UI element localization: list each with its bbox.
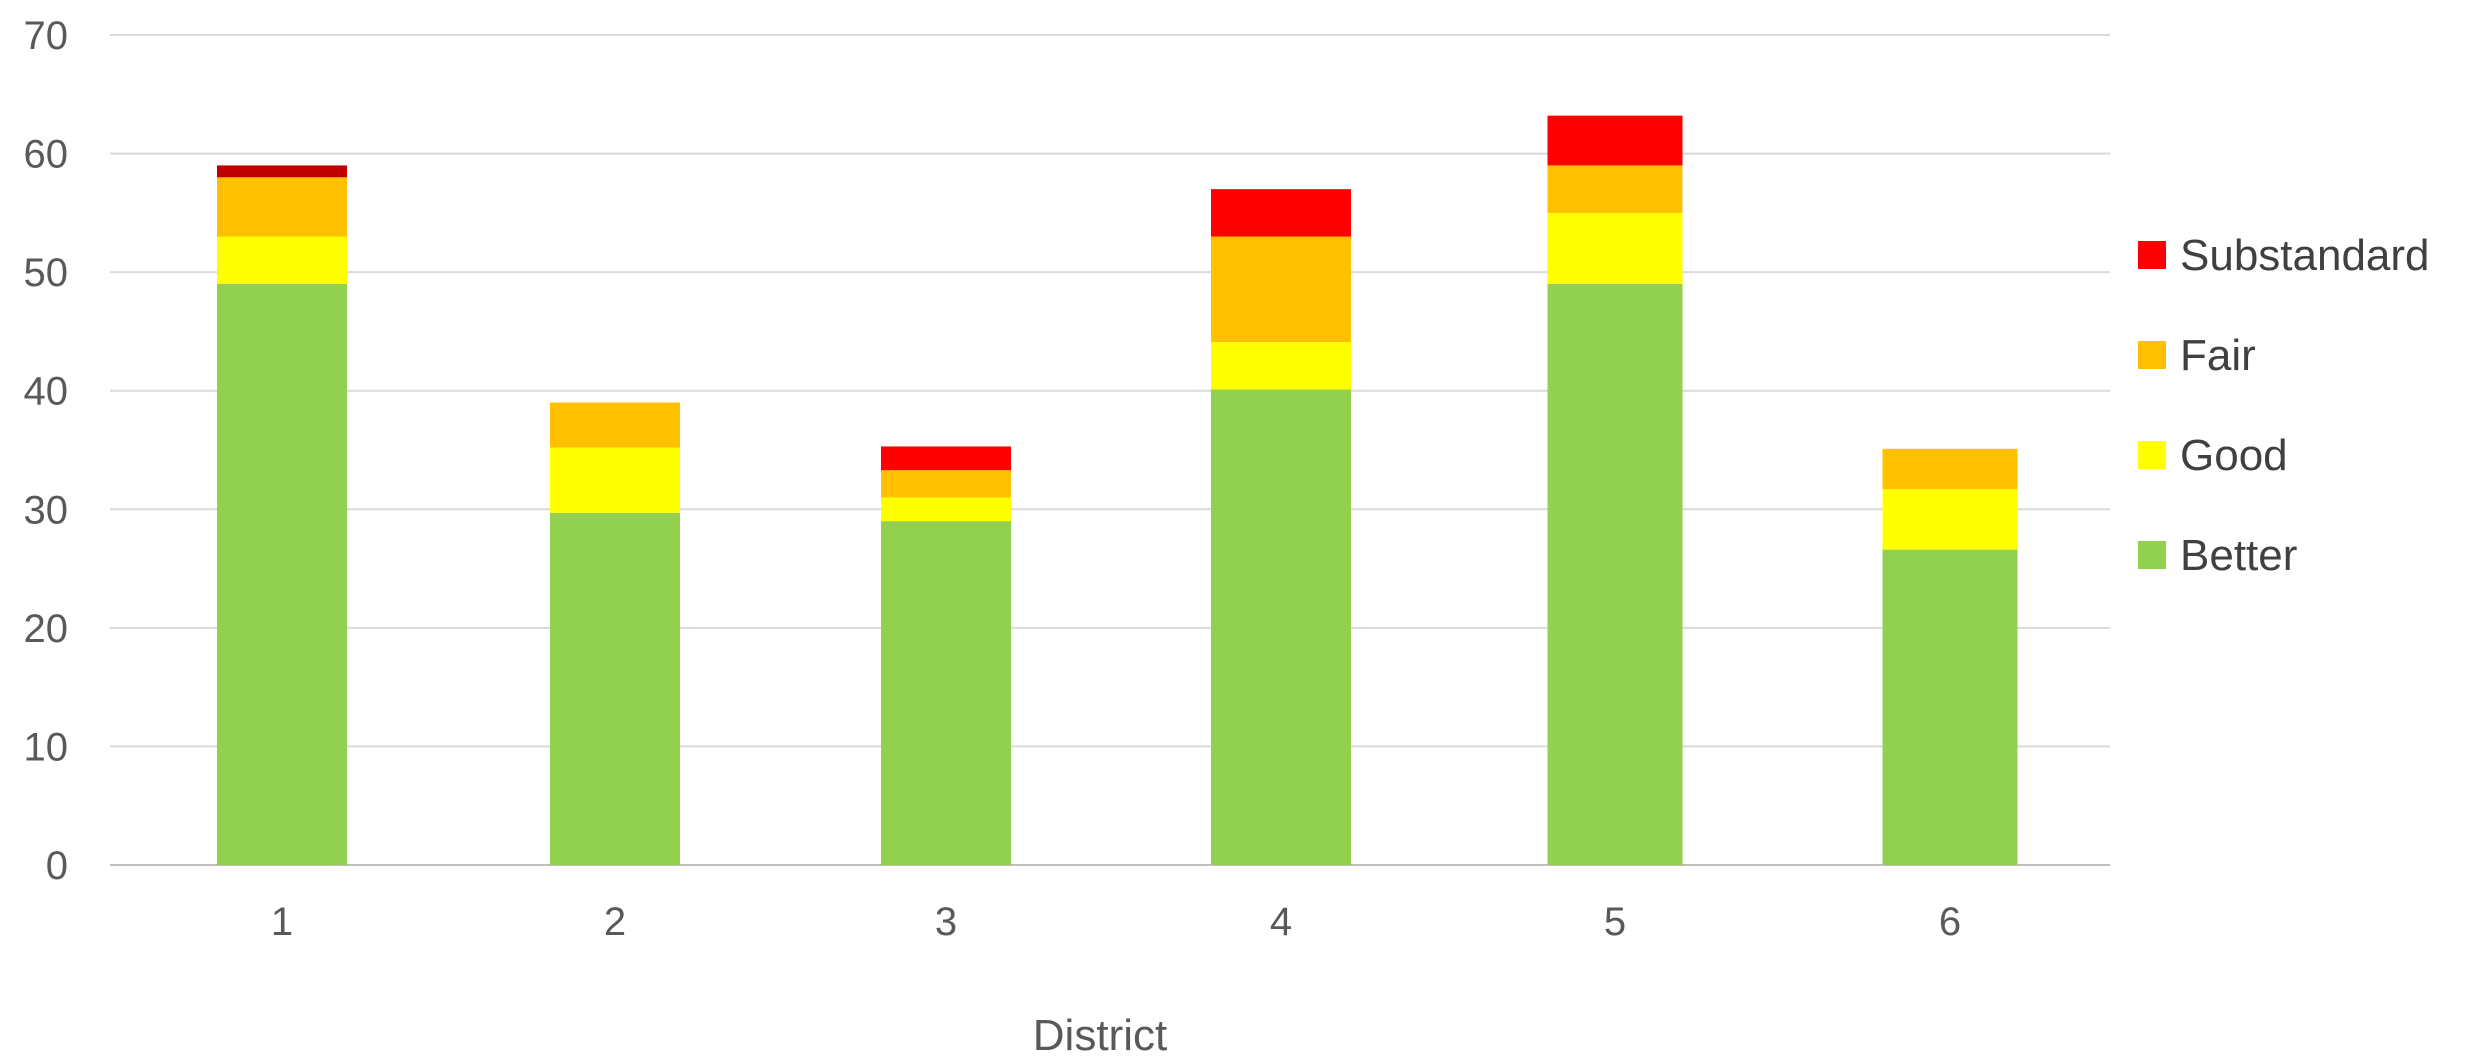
legend: Substandard Fair Good Better	[2138, 231, 2430, 580]
bar-good-district-1	[217, 236, 347, 284]
x-tick-label-1: 1	[271, 900, 293, 944]
y-tick-label-50: 50	[24, 251, 69, 295]
legend-label-better: Better	[2180, 531, 2297, 580]
bars	[217, 115, 2018, 865]
bar-better-district-6	[1882, 549, 2018, 865]
y-tick-label-60: 60	[24, 133, 69, 177]
y-tick-label-70: 70	[24, 14, 69, 58]
bar-good-district-5	[1547, 212, 1683, 284]
bar-good-district-2	[550, 447, 680, 513]
legend-swatch-good	[2138, 441, 2166, 469]
bar-fair-district-5	[1547, 165, 1683, 213]
bar-good-district-6	[1882, 489, 2018, 550]
bar-substandard-district-5	[1547, 115, 1683, 166]
y-tick-label-20: 20	[24, 607, 69, 651]
bar-better-district-5	[1547, 284, 1683, 865]
y-axis-tick-labels: 0 10 20 30 40 50 60 70	[24, 14, 69, 888]
gridlines	[110, 34, 2110, 866]
bar-substandard-district-4	[1211, 189, 1351, 237]
legend-label-substandard: Substandard	[2180, 231, 2430, 280]
x-tick-label-5: 5	[1604, 900, 1626, 944]
x-tick-label-4: 4	[1270, 900, 1292, 944]
bar-fair-district-1	[217, 177, 347, 237]
legend-swatch-substandard	[2138, 241, 2166, 269]
bar-fair-district-6	[1882, 448, 2018, 490]
x-tick-label-6: 6	[1939, 900, 1961, 944]
bar-substandard-district-3	[881, 446, 1011, 471]
y-tick-label-40: 40	[24, 370, 69, 414]
bar-fair-district-2	[550, 402, 680, 448]
y-tick-label-10: 10	[24, 725, 69, 769]
bar-better-district-4	[1211, 389, 1351, 865]
bar-fair-district-4	[1211, 236, 1351, 343]
y-tick-label-0: 0	[46, 844, 68, 888]
legend-swatch-fair	[2138, 341, 2166, 369]
y-tick-label-30: 30	[24, 488, 69, 532]
legend-label-fair: Fair	[2180, 331, 2256, 380]
bar-fair-district-3	[881, 470, 1011, 498]
x-axis-title: District	[1033, 1011, 1167, 1060]
legend-swatch-better	[2138, 541, 2166, 569]
x-tick-label-3: 3	[935, 900, 957, 944]
legend-label-good: Good	[2180, 431, 2288, 480]
bar-good-district-4	[1211, 342, 1351, 390]
bar-better-district-2	[550, 512, 680, 865]
bar-substandard-district-1	[217, 165, 347, 178]
x-axis-tick-labels: 1 2 3 4 5 6	[271, 900, 1961, 944]
x-tick-label-2: 2	[604, 900, 626, 944]
bar-better-district-1	[217, 284, 347, 865]
bar-good-district-3	[881, 497, 1011, 522]
bar-better-district-3	[881, 521, 1011, 865]
